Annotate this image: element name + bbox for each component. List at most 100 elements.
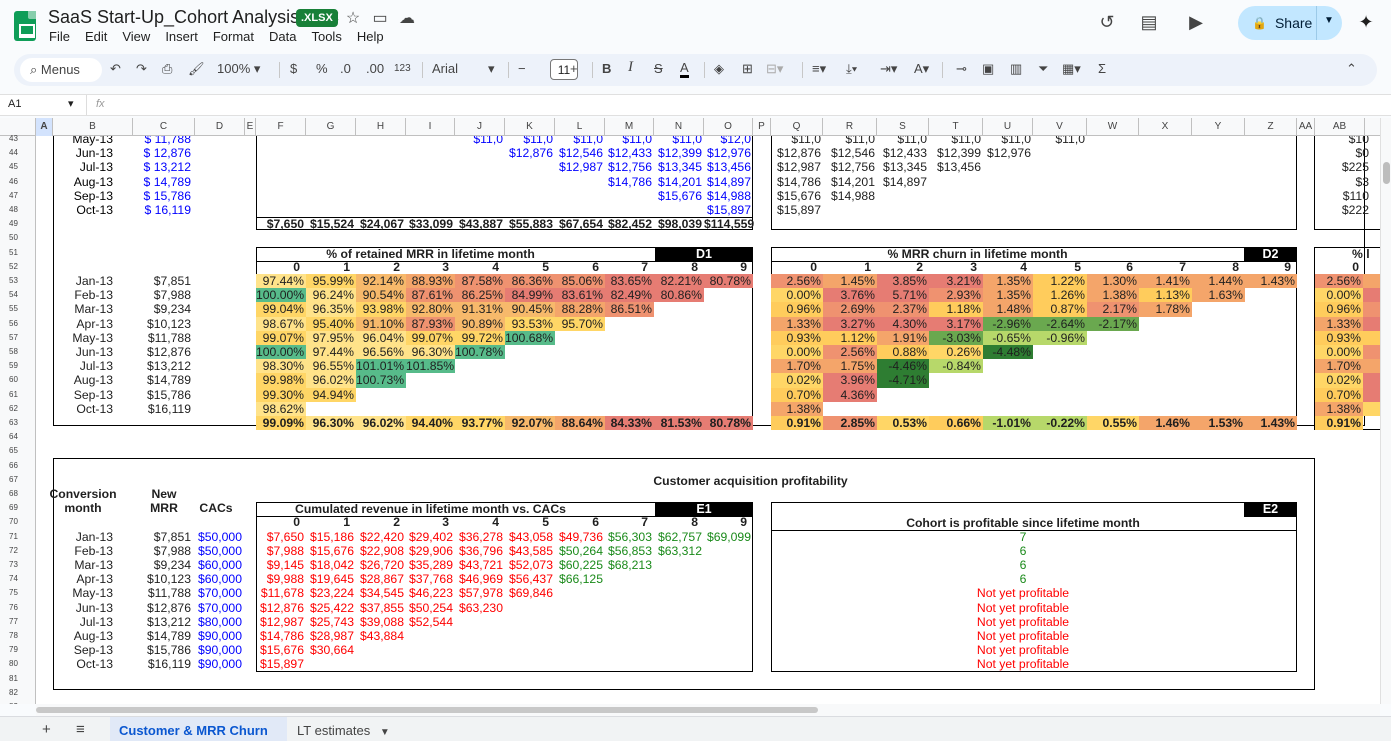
row-header-73[interactable]: 73	[9, 560, 18, 569]
currency-format-button[interactable]: $	[290, 61, 298, 76]
fill-color-icon[interactable]: ◈	[714, 61, 724, 76]
column-header-Q[interactable]: Q	[771, 118, 823, 136]
increase-decimal-button[interactable]: .00	[366, 61, 385, 76]
redo-icon[interactable]: ↷	[136, 61, 147, 76]
row-header-56[interactable]: 56	[9, 318, 18, 328]
row-header-48[interactable]: 48	[9, 205, 18, 214]
select-all-corner[interactable]	[0, 118, 36, 136]
comments-icon[interactable]: ▤	[1140, 12, 1158, 32]
paint-format-icon[interactable]: 🖌	[188, 61, 205, 76]
row-header-55[interactable]: 55	[9, 304, 18, 314]
row-header-44[interactable]: 44	[9, 148, 18, 158]
decrease-decimal-button[interactable]: .0	[340, 61, 351, 76]
row-header-64[interactable]: 64	[9, 432, 18, 442]
italic-icon[interactable]: I	[628, 59, 633, 75]
insert-link-icon[interactable]: ⊸	[956, 61, 967, 76]
column-header-E[interactable]: E	[245, 118, 256, 136]
row-header-79[interactable]: 79	[9, 645, 18, 655]
document-title[interactable]: SaaS Start-Up_Cohort Analysis_ VC	[48, 7, 340, 27]
text-rotation-icon[interactable]: A▾	[914, 61, 930, 76]
formula-input[interactable]	[120, 95, 1380, 115]
row-header-83[interactable]: 83	[0, 700, 36, 704]
sheets-logo-icon[interactable]	[14, 11, 36, 41]
meet-icon[interactable]: ▶	[1189, 12, 1203, 32]
column-header-N[interactable]: N	[654, 118, 704, 136]
column-header-B[interactable]: B	[53, 118, 133, 136]
menu-insert[interactable]: Insert	[165, 29, 198, 44]
row-header-77[interactable]: 77	[9, 616, 18, 626]
column-header-Z[interactable]: Z	[1245, 118, 1297, 136]
cloud-status-icon[interactable]: ☁	[399, 10, 415, 27]
scroll-thumb[interactable]	[1383, 162, 1390, 184]
strikethrough-icon[interactable]: S	[654, 61, 663, 76]
column-header-Y[interactable]: Y	[1192, 118, 1245, 136]
row-header-82[interactable]: 82	[9, 687, 18, 697]
add-sheet-icon[interactable]: +	[42, 721, 51, 738]
row-header-50[interactable]: 50	[9, 233, 18, 243]
column-header-A[interactable]: A	[36, 118, 53, 136]
print-icon[interactable]: ⎙	[162, 61, 173, 76]
star-icon[interactable]: ☆	[345, 10, 361, 27]
chevron-down-icon[interactable]: ▾	[68, 98, 74, 110]
vertical-align-icon[interactable]: ⤓▾	[846, 61, 858, 76]
row-header-72[interactable]: 72	[9, 545, 18, 555]
row-header-54[interactable]: 54	[9, 290, 18, 300]
row-header-76[interactable]: 76	[9, 602, 18, 612]
row-header-53[interactable]: 53	[9, 276, 18, 285]
column-header-W[interactable]: W	[1087, 118, 1139, 136]
menu-file[interactable]: File	[49, 29, 70, 44]
column-header-T[interactable]: T	[929, 118, 983, 136]
column-header-D[interactable]: D	[195, 118, 245, 136]
row-header-52[interactable]: 52	[9, 261, 18, 271]
history-icon[interactable]: ↺	[1099, 12, 1115, 32]
column-header-S[interactable]: S	[877, 118, 929, 136]
cell-area[interactable]: May-13 $ 11,788 $10 Jun-13 $ 12,876 $0 Jul-13 $…	[36, 136, 1380, 704]
row-header-59[interactable]: 59	[9, 361, 18, 371]
row-header-67[interactable]: 67	[9, 474, 18, 484]
share-button[interactable]: 🔒 Share ▼	[1238, 6, 1342, 40]
horizontal-align-icon[interactable]: ≡▾	[812, 61, 827, 76]
text-wrapping-icon[interactable]: ⇥▾	[880, 61, 898, 76]
row-header-60[interactable]: 60	[9, 375, 18, 385]
functions-icon[interactable]: Σ	[1098, 61, 1107, 76]
filter-icon[interactable]: ⏷	[1038, 61, 1049, 76]
row-header-65[interactable]: 65	[9, 446, 18, 456]
row-header-78[interactable]: 78	[9, 631, 18, 640]
menu-format[interactable]: Format	[212, 29, 254, 44]
merge-cells-icon[interactable]: ⊟▾	[766, 61, 784, 76]
column-header-V[interactable]: V	[1033, 118, 1087, 136]
column-header-K[interactable]: K	[505, 118, 555, 136]
column-header-X[interactable]: X	[1139, 118, 1192, 136]
row-header-68[interactable]: 68	[9, 489, 18, 498]
zoom-select[interactable]: 100% ▾	[217, 61, 261, 76]
row-header-69[interactable]: 69	[9, 503, 18, 513]
all-sheets-icon[interactable]: ≡	[76, 721, 85, 738]
row-header-81[interactable]: 81	[9, 673, 18, 683]
sheet-tab-customer-mrr-churn[interactable]: Customer & MRR Churn ▼	[110, 717, 287, 741]
row-header-57[interactable]: 57	[9, 332, 18, 342]
row-header-49[interactable]: 49	[9, 219, 18, 229]
row-header-51[interactable]: 51	[9, 247, 18, 257]
row-header-58[interactable]: 58	[9, 347, 18, 356]
text-color-icon[interactable]: A	[680, 61, 689, 78]
filter-views-icon[interactable]: ▦▾	[1062, 61, 1081, 76]
row-header-61[interactable]: 61	[9, 389, 18, 399]
column-header-I[interactable]: I	[406, 118, 455, 136]
gemini-icon[interactable]: ✦	[1358, 12, 1374, 32]
move-folder-icon[interactable]: ▭	[372, 10, 388, 27]
menu-view[interactable]: View	[122, 29, 151, 44]
insert-comment-icon[interactable]: ▣	[982, 61, 995, 76]
row-header-71[interactable]: 71	[9, 531, 18, 541]
menu-data[interactable]: Data	[269, 29, 297, 44]
increase-font-size-icon[interactable]: +	[570, 61, 578, 76]
column-header-P[interactable]: P	[753, 118, 771, 136]
decrease-font-size-icon[interactable]: −	[518, 61, 526, 76]
column-header-R[interactable]: R	[823, 118, 877, 136]
menu-edit[interactable]: Edit	[84, 29, 108, 44]
row-header-62[interactable]: 62	[9, 403, 18, 413]
bold-icon[interactable]: B	[602, 61, 612, 76]
horizontal-scrollbar[interactable]	[36, 704, 1380, 716]
column-header-C[interactable]: C	[133, 118, 195, 136]
percent-format-button[interactable]: %	[316, 61, 328, 76]
column-header-L[interactable]: L	[555, 118, 605, 136]
